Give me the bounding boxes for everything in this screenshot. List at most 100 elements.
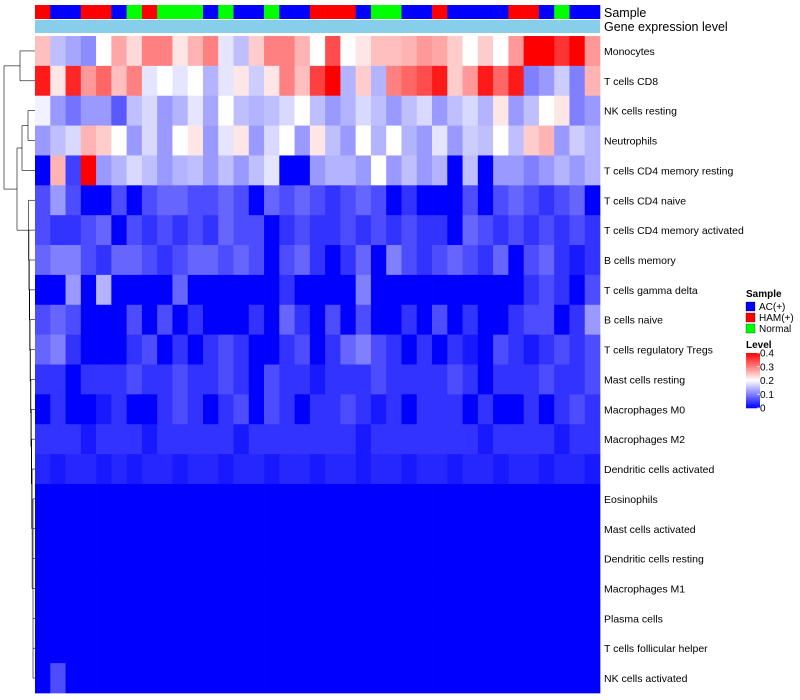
heatmap-cell	[233, 65, 250, 97]
heatmap-cell	[554, 663, 570, 694]
heatmap-cell	[96, 334, 112, 365]
heatmap-cell	[523, 454, 540, 485]
heatmap-cell	[325, 65, 341, 97]
heatmap-cell	[172, 513, 189, 545]
heatmap-cell	[279, 274, 295, 306]
level-gradient-step	[746, 354, 760, 357]
heatmap-cell	[477, 125, 494, 156]
heatmap-cell	[569, 215, 586, 246]
level-gradient-step	[746, 390, 760, 392]
heatmap-cell	[355, 334, 372, 365]
heatmap-cell	[65, 185, 82, 216]
level-tick-label: 0.4	[760, 349, 774, 360]
heatmap-cell	[370, 364, 387, 395]
heatmap-cell	[416, 543, 433, 574]
heatmap-cell	[584, 334, 601, 365]
heatmap-cell	[294, 543, 311, 574]
heatmap-cell	[279, 454, 295, 485]
row-label: B cells naive	[604, 315, 663, 327]
sample-annotation-cell	[386, 5, 402, 19]
heatmap-cell	[523, 573, 540, 604]
heatmap-cell	[218, 573, 234, 604]
sample-annotation-cell	[523, 5, 540, 19]
heatmap-cell	[279, 663, 295, 694]
sample-annotation-cell	[493, 5, 509, 19]
heatmap-cell	[462, 633, 479, 664]
level-gradient-step	[746, 392, 760, 395]
heatmap-cell	[96, 245, 112, 276]
heatmap-cell	[141, 424, 158, 455]
heatmap-cell	[187, 603, 204, 634]
heatmap-cell	[294, 483, 311, 515]
heatmap-cell	[401, 155, 418, 186]
heatmap-cell	[65, 573, 82, 604]
heatmap-cell	[172, 483, 189, 515]
heatmap-cell	[233, 543, 250, 574]
heatmap-cell	[172, 394, 189, 425]
heatmap-cell	[523, 334, 540, 365]
heatmap-cell	[386, 36, 402, 67]
heatmap-cell	[569, 185, 586, 216]
heatmap-cell	[157, 394, 173, 425]
heatmap-cell	[172, 95, 189, 126]
heatmap-cell	[447, 304, 463, 335]
level-gradient-step	[746, 383, 760, 385]
heatmap-cell	[370, 483, 387, 515]
heatmap-cell	[65, 513, 82, 545]
heatmap-cell	[218, 424, 234, 455]
heatmap-cell	[187, 394, 204, 425]
heatmap-cell	[416, 274, 433, 306]
heatmap-cell	[187, 483, 204, 515]
heatmap-cell	[35, 633, 51, 664]
heatmap-cell	[65, 215, 82, 246]
heatmap-cell	[401, 364, 418, 395]
heatmap-cell	[508, 95, 524, 126]
heatmap-cell	[569, 543, 586, 574]
heatmap-cell	[279, 304, 295, 335]
heatmap-cell	[294, 304, 311, 335]
heatmap-cell	[218, 603, 234, 634]
heatmap-cell	[538, 274, 555, 306]
level-gradient-step	[746, 391, 760, 394]
heatmap-cell	[462, 36, 479, 67]
heatmap-cell	[50, 603, 66, 634]
heatmap-cell	[218, 215, 234, 246]
heatmap-cell	[294, 36, 311, 67]
heatmap-cell	[538, 633, 555, 664]
heatmap-cell	[523, 274, 540, 306]
heatmap-cell	[508, 155, 524, 186]
heatmap-cell	[279, 394, 295, 425]
level-gradient-step	[746, 399, 760, 402]
heatmap-cell	[477, 633, 494, 664]
heatmap-cell	[233, 513, 250, 545]
heatmap-cell	[493, 215, 509, 246]
heatmap-cell	[141, 95, 158, 126]
heatmap-cell	[416, 245, 433, 276]
heatmap-cell	[50, 364, 66, 395]
heatmap-cell	[65, 95, 82, 126]
heatmap-cell	[202, 543, 219, 574]
heatmap-cell	[35, 125, 51, 156]
heatmap-cell	[172, 603, 189, 634]
heatmap-cell	[569, 155, 586, 186]
heatmap-cell	[279, 573, 295, 604]
heatmap-cell	[416, 334, 433, 365]
sample-annotation-cell	[584, 5, 601, 19]
heatmap-cell	[401, 215, 418, 246]
level-gradient-step	[746, 386, 760, 388]
heatmap-cell	[96, 364, 112, 395]
heatmap-cell	[493, 334, 509, 365]
heatmap-cell	[279, 364, 295, 395]
heatmap-cell	[80, 95, 97, 126]
heatmap-cell	[508, 185, 524, 216]
heatmap-cell	[447, 36, 463, 67]
sample-legend-swatch	[745, 301, 756, 312]
heatmap-cell	[80, 245, 97, 276]
level-gradient-step	[746, 381, 760, 384]
heatmap-cell	[416, 125, 433, 156]
row-label: NK cells resting	[604, 106, 677, 118]
heatmap-cell	[493, 663, 509, 694]
sample-annotation-cell	[80, 5, 97, 19]
heatmap-cell	[65, 364, 82, 395]
heatmap-cell	[432, 603, 448, 634]
